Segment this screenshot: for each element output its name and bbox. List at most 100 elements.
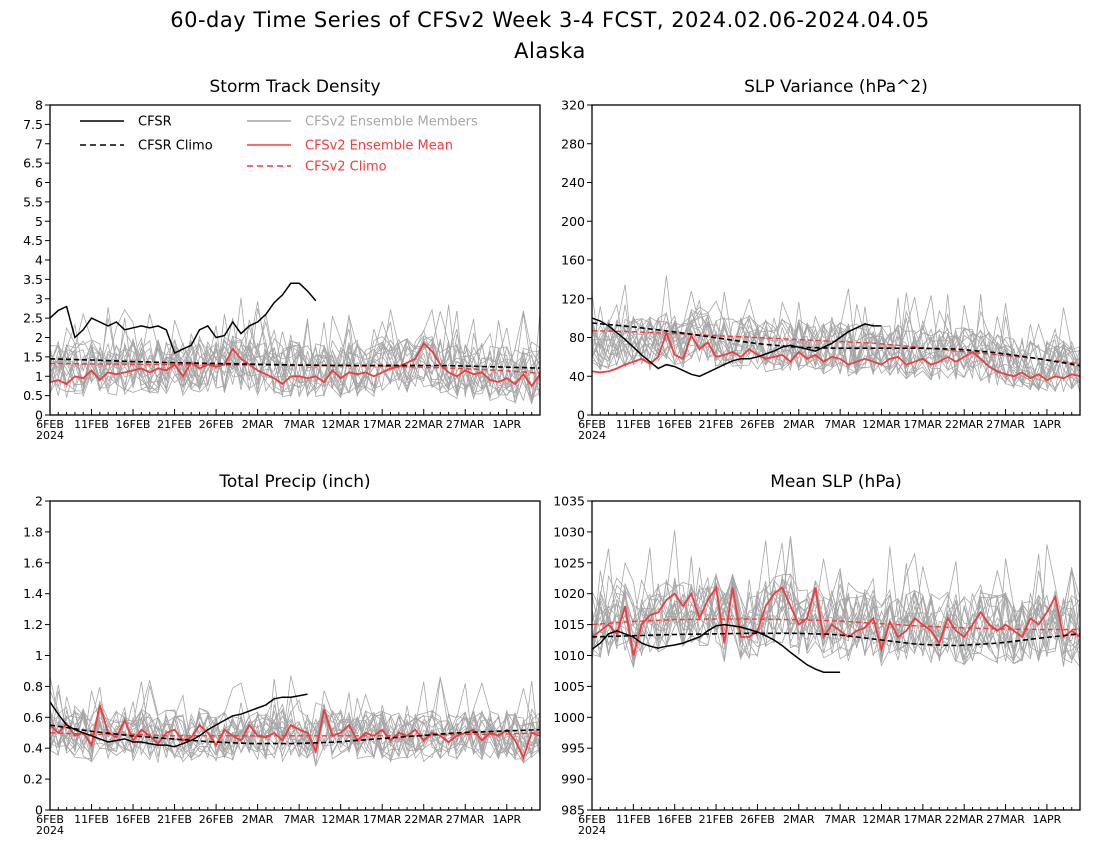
- panel-title: Storm Track Density: [209, 77, 380, 97]
- ensemble-member-line: [592, 284, 1080, 391]
- series-line-ens_mean: [49, 341, 541, 388]
- ensemble-member-line: [592, 315, 1080, 393]
- y-tick-label: 0.5: [23, 388, 43, 403]
- x-tick-label: 12MAR: [862, 813, 901, 826]
- x-tick-label: 2MAR: [783, 418, 815, 431]
- ensemble-member-line: [50, 319, 540, 401]
- ensemble-member-line: [592, 291, 1080, 387]
- y-tick-label: 1: [35, 648, 43, 663]
- ensemble-member-line: [592, 544, 1080, 667]
- x-tick-label: 1APR: [492, 418, 521, 431]
- ensemble-member-line: [50, 675, 540, 762]
- panel-title: Total Precip (inch): [218, 472, 370, 492]
- x-tick-label: 27MAR: [446, 418, 485, 431]
- y-tick-label: 1005: [553, 679, 585, 694]
- ensemble-member-line: [50, 314, 540, 400]
- x-tick-label: 26FEB: [199, 418, 234, 431]
- x-tick-label: 7MAR: [283, 813, 315, 826]
- ensemble-member-line: [50, 312, 540, 404]
- plot-frame: [49, 500, 541, 811]
- y-tick-label: 5: [35, 214, 43, 229]
- x-tick-label: 27MAR: [986, 813, 1025, 826]
- x-tick-label: 7MAR: [824, 418, 856, 431]
- y-tick-label: 0: [577, 408, 585, 423]
- y-tick-label: 0.8: [23, 679, 43, 694]
- x-tick-label: 2MAR: [242, 418, 274, 431]
- plot-frame: [591, 500, 1081, 811]
- y-tick-label: 6: [35, 175, 43, 190]
- x-tick-label: 26FEB: [740, 813, 775, 826]
- ensemble-member-line: [592, 314, 1080, 393]
- y-tick-label: 200: [561, 214, 585, 229]
- legend-label-cfsr: CFSR: [138, 115, 172, 130]
- x-tick-label: 22MAR: [945, 813, 984, 826]
- series-line-cfsr_climo: [591, 322, 1081, 367]
- x-tick-label: 16FEB: [116, 418, 151, 431]
- y-tick-label: 7.5: [23, 117, 43, 132]
- x-tick-label: 12MAR: [321, 813, 360, 826]
- x-tick-label: 21FEB: [699, 813, 734, 826]
- x-tick-label: 6FEB 2024: [36, 813, 64, 837]
- x-tick-label: 16FEB: [116, 813, 151, 826]
- y-tick-label: 1035: [553, 494, 585, 509]
- x-tick-label: 6FEB 2024: [578, 418, 606, 442]
- x-tick-label: 16FEB: [657, 813, 692, 826]
- series-line-cfsv2_climo: [50, 362, 541, 374]
- x-tick-label: 16FEB: [657, 418, 692, 431]
- y-tick-label: 4: [35, 253, 43, 268]
- x-tick-label: 27MAR: [446, 813, 485, 826]
- y-tick-label: 1015: [553, 617, 585, 632]
- x-tick-label: 11FEB: [74, 418, 109, 431]
- series-line-ens_mean: [591, 585, 1081, 656]
- x-tick-label: 1APR: [1033, 418, 1062, 431]
- x-tick-label: 21FEB: [699, 418, 734, 431]
- y-tick-label: 6.5: [23, 156, 43, 171]
- y-tick-label: 0: [35, 408, 43, 423]
- x-tick-label: 17MAR: [904, 813, 943, 826]
- x-tick-label: 6FEB 2024: [36, 418, 64, 442]
- y-tick-label: 3.5: [23, 272, 43, 287]
- y-tick-label: 985: [561, 803, 585, 818]
- y-tick-label: 1.5: [23, 349, 43, 364]
- x-tick-label: 11FEB: [616, 418, 651, 431]
- panel-title: SLP Variance (hPa^2): [744, 77, 928, 97]
- y-tick-label: 5.5: [23, 194, 43, 209]
- ensemble-member-line: [592, 558, 1080, 664]
- figure-subtitle: Alaska: [514, 39, 586, 63]
- x-tick-label: 12MAR: [321, 418, 360, 431]
- x-tick-label: 7MAR: [283, 418, 315, 431]
- plot-frame: [49, 104, 541, 416]
- y-tick-label: 1: [35, 369, 43, 384]
- y-tick-label: 1025: [553, 555, 585, 570]
- y-tick-label: 280: [561, 136, 585, 151]
- x-tick-label: 22MAR: [945, 418, 984, 431]
- y-tick-label: 995: [561, 741, 585, 756]
- y-tick-label: 3: [35, 291, 43, 306]
- ensemble-member-line: [50, 311, 540, 393]
- panel-storm: Storm Track Density 0 0.5 1 1.5 2 2.5 3 3.5 4 4.5 5…: [23, 77, 541, 442]
- legend-label-cfsv2_climo: CFSv2 Climo: [305, 160, 387, 175]
- chart-panels: Storm Track Density 0 0.5 1 1.5 2 2.5 3 3.5 4 4.5 5…: [23, 77, 1081, 837]
- y-tick-label: 0.6: [23, 710, 43, 725]
- series-line-cfsr: [49, 693, 308, 748]
- series-line-cfsr_climo: [49, 358, 541, 369]
- panel-meanslp: Mean SLP (hPa) 985 990 995 1000 1005 1010 1015 1…: [553, 472, 1081, 837]
- series-line-cfsv2_climo: [591, 330, 1081, 365]
- x-tick-label: 7MAR: [824, 813, 856, 826]
- y-tick-label: 7: [35, 136, 43, 151]
- y-tick-label: 320: [561, 98, 585, 113]
- x-tick-label: 1APR: [1033, 813, 1062, 826]
- x-tick-label: 12MAR: [862, 418, 901, 431]
- y-tick-label: 80: [569, 330, 585, 345]
- series-line-cfsv2_climo: [49, 732, 541, 737]
- ensemble-member-line: [592, 574, 1080, 667]
- ensemble-member-line: [592, 548, 1080, 662]
- ensemble-member-line: [592, 546, 1080, 661]
- y-tick-label: 160: [561, 253, 585, 268]
- x-tick-label: 21FEB: [157, 418, 192, 431]
- series-line-cfsr: [591, 623, 841, 673]
- x-tick-label: 17MAR: [363, 418, 402, 431]
- y-tick-label: 1.6: [23, 555, 43, 570]
- ensemble-member-line: [592, 568, 1080, 666]
- x-tick-label: 21FEB: [157, 813, 192, 826]
